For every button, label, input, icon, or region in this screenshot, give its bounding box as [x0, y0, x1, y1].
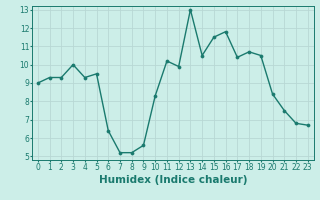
X-axis label: Humidex (Indice chaleur): Humidex (Indice chaleur)	[99, 175, 247, 185]
